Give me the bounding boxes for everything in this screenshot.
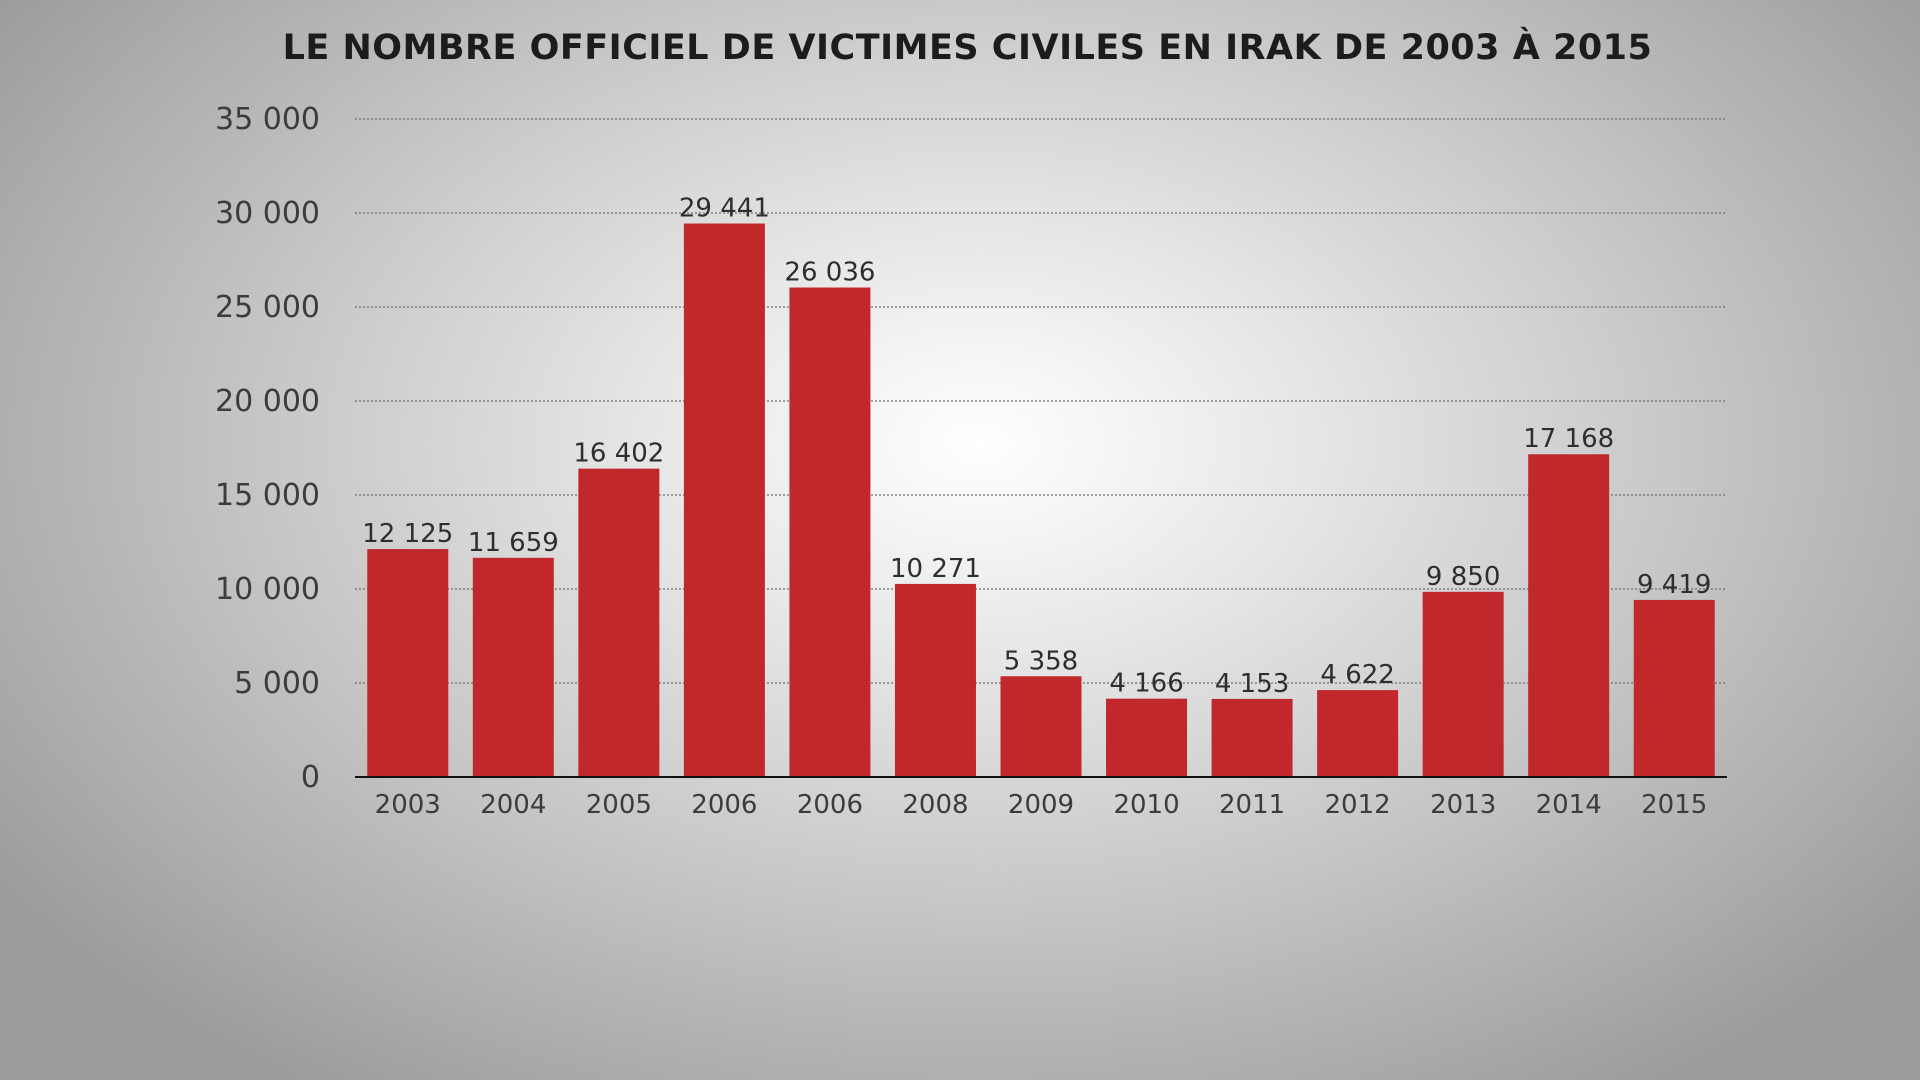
x-tick-label: 2006	[797, 790, 863, 820]
x-tick-label: 2003	[375, 790, 441, 820]
bar-2010-7	[1106, 698, 1188, 777]
data-labels: 12 125 11 659 16 402 29 441 26 036 10 271 5 35…	[362, 194, 1711, 699]
y-tick-label: 30 000	[215, 196, 320, 231]
data-label: 26 036	[784, 258, 875, 288]
data-label: 12 125	[362, 519, 453, 549]
bars	[367, 223, 1715, 777]
data-label: 29 441	[679, 194, 770, 224]
bar-2003-0	[367, 549, 449, 777]
x-tick-label: 2014	[1536, 790, 1602, 820]
bar-2006-4	[789, 287, 871, 777]
x-tick-label: 2006	[691, 790, 757, 820]
x-tick-label: 2013	[1430, 790, 1496, 820]
y-tick-label: 5 000	[234, 666, 320, 701]
bar-2012-9	[1317, 690, 1399, 777]
gridlines	[355, 118, 1727, 684]
x-tick-label: 2015	[1641, 790, 1707, 820]
bar-2005-2	[578, 468, 660, 777]
chart-title: LE NOMBRE OFFICIEL DE VICTIMES CIVILES E…	[282, 28, 1653, 68]
bar-2009-6	[1000, 676, 1082, 777]
bar-2011-8	[1211, 698, 1293, 777]
x-axis-ticks: 2003 2004 2005 2006 2006 2008 2009 2010 2011 2012…	[375, 790, 1708, 820]
data-label: 4 166	[1109, 669, 1183, 699]
data-label: 17 168	[1523, 424, 1614, 454]
bar-2008-5	[894, 583, 976, 777]
x-tick-label: 2009	[1008, 790, 1074, 820]
x-tick-label: 2011	[1219, 790, 1285, 820]
x-tick-label: 2012	[1325, 790, 1391, 820]
data-label: 4 622	[1320, 660, 1394, 690]
x-tick-label: 2010	[1113, 790, 1179, 820]
y-tick-label: 10 000	[215, 572, 320, 607]
bar-2015-12	[1633, 599, 1715, 777]
y-tick-label: 0	[301, 760, 320, 795]
data-label: 16 402	[573, 439, 664, 469]
y-tick-label: 25 000	[215, 290, 320, 325]
y-tick-label: 15 000	[215, 478, 320, 513]
x-tick-label: 2005	[586, 790, 652, 820]
data-label: 9 850	[1426, 562, 1500, 592]
x-tick-label: 2004	[480, 790, 546, 820]
bar-2014-11	[1528, 454, 1610, 777]
bar-2006-3	[683, 223, 765, 777]
y-tick-label: 20 000	[215, 384, 320, 419]
bar-2004-1	[472, 557, 554, 777]
y-tick-label: 35 000	[215, 102, 320, 137]
data-label: 10 271	[890, 554, 981, 584]
data-label: 11 659	[468, 528, 559, 558]
data-label: 4 153	[1215, 669, 1289, 699]
data-label: 5 358	[1004, 646, 1078, 676]
bar-2013-10	[1422, 591, 1504, 777]
y-axis-ticks: 0 5 000 10 000 15 000 20 000 25 000 30 000 35 0…	[215, 102, 320, 795]
x-tick-label: 2008	[902, 790, 968, 820]
data-label: 9 419	[1637, 570, 1711, 600]
